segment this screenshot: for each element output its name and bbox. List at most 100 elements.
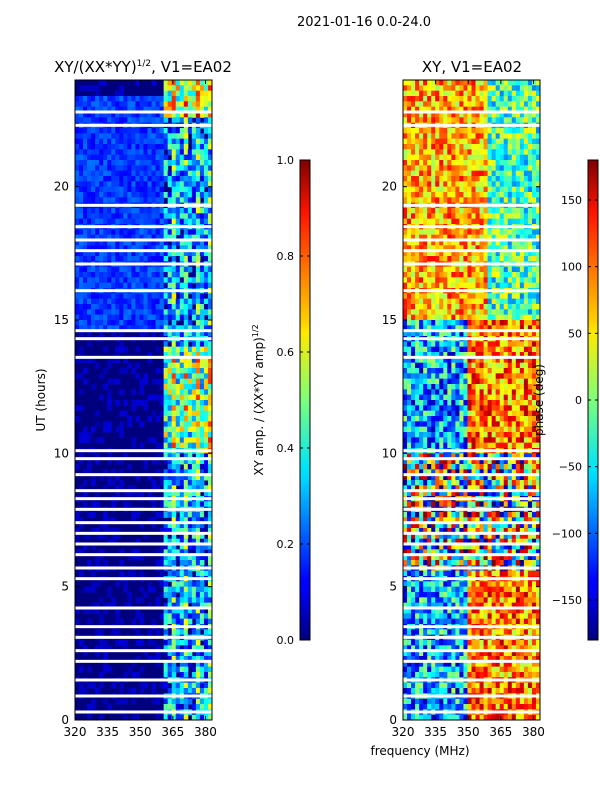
heatmap-cell: [139, 613, 144, 620]
heatmap-cell: [75, 309, 80, 316]
heatmap-cell: [199, 480, 205, 486]
heatmap-cell: [459, 266, 464, 273]
heatmap-cell: [487, 352, 493, 358]
heatmap-cell: [471, 128, 477, 134]
heatmap-cell: [207, 608, 213, 614]
heatmap-cell: [171, 320, 177, 326]
heatmap-cell: [127, 666, 132, 673]
heatmap-cell: [427, 240, 432, 246]
heatmap-cell: [459, 154, 464, 161]
heatmap-cell: [151, 501, 157, 508]
heatmap-cell: [191, 608, 197, 614]
heatmap-cell: [123, 602, 128, 609]
heatmap-cell: [199, 698, 205, 705]
heatmap-cell: [491, 213, 497, 220]
heatmap-cell: [191, 229, 197, 236]
heatmap-cell: [483, 400, 489, 406]
heatmap-cell: [171, 490, 177, 497]
heatmap-cell: [187, 426, 193, 433]
heatmap-cell: [183, 138, 189, 145]
heatmap-cell: [459, 389, 464, 396]
heatmap-cell: [483, 90, 489, 97]
heatmap-cell: [427, 373, 432, 380]
heatmap-cell: [179, 394, 185, 401]
heatmap-cell: [183, 613, 189, 620]
heatmap-cell: [127, 256, 132, 262]
heatmap-cell: [527, 282, 533, 289]
heatmap-cell: [475, 106, 481, 113]
heatmap-cell: [207, 597, 213, 604]
heatmap-cell: [131, 234, 136, 241]
heatmap-cell: [503, 346, 509, 353]
heatmap-cell: [115, 272, 120, 278]
heatmap-cell: [191, 250, 197, 257]
heatmap-cell: [167, 512, 173, 518]
heatmap-cell: [491, 293, 497, 300]
heatmap-cell: [419, 405, 424, 412]
heatmap-cell: [467, 346, 472, 353]
heatmap-cell: [467, 245, 472, 252]
heatmap-cell: [531, 240, 537, 246]
heatmap-cell: [475, 208, 481, 214]
heatmap-cell: [407, 320, 412, 326]
heatmap-cell: [515, 346, 521, 353]
heatmap-cell: [123, 138, 128, 145]
heatmap-cell: [407, 128, 412, 134]
heatmap-cell: [203, 160, 209, 166]
heatmap-cell: [179, 554, 185, 561]
heatmap-cell: [179, 501, 185, 508]
heatmap-cell: [415, 304, 420, 310]
heatmap-cell: [99, 218, 104, 225]
heatmap-cell: [179, 544, 185, 550]
heatmap-cell: [179, 458, 185, 465]
heatmap-cell: [451, 154, 456, 161]
heatmap-cell: [191, 213, 197, 220]
heatmap-cell: [99, 80, 104, 86]
flagged-row: [75, 110, 212, 114]
heatmap-cell: [103, 240, 108, 246]
heatmap-cell: [103, 245, 108, 252]
heatmap-cell: [511, 250, 517, 257]
heatmap-cell: [115, 608, 120, 614]
heatmap-cell: [107, 160, 112, 166]
heatmap-cell: [459, 192, 464, 198]
heatmap-cell: [203, 389, 209, 396]
heatmap-cell: [535, 85, 541, 92]
heatmap-cell: [519, 394, 525, 401]
heatmap-cell: [515, 362, 521, 369]
heatmap-cell: [127, 186, 132, 193]
heatmap-cell: [175, 170, 181, 177]
heatmap-cell: [171, 373, 177, 380]
heatmap-cell: [103, 650, 108, 657]
heatmap-cell: [123, 186, 128, 193]
heatmap-cell: [207, 218, 213, 225]
heatmap-cell: [203, 613, 209, 620]
heatmap-cell: [415, 229, 420, 236]
heatmap-cell: [459, 240, 464, 246]
heatmap-cell: [495, 325, 501, 332]
heatmap-cell: [507, 272, 513, 278]
heatmap-cell: [419, 352, 424, 358]
heatmap-cell: [407, 266, 412, 273]
heatmap-cell: [503, 314, 509, 321]
heatmap-cell: [195, 704, 201, 710]
heatmap-cell: [407, 160, 412, 166]
heatmap-cell: [491, 378, 497, 385]
heatmap-cell: [123, 314, 128, 321]
heatmap-cell: [171, 218, 177, 225]
heatmap-cell: [467, 272, 472, 278]
heatmap-cell: [111, 304, 116, 310]
heatmap-cell: [187, 618, 193, 625]
heatmap-cell: [531, 277, 537, 284]
heatmap-cell: [171, 538, 177, 545]
heatmap-cell: [427, 384, 432, 390]
heatmap-cell: [147, 170, 153, 177]
heatmap-cell: [123, 181, 128, 188]
heatmap-cell: [175, 373, 181, 380]
heatmap-cell: [119, 688, 124, 694]
heatmap-cell: [135, 256, 140, 262]
heatmap-cell: [195, 512, 201, 518]
heatmap-cell: [135, 229, 140, 236]
heatmap-cell: [171, 602, 177, 609]
heatmap-cell: [103, 154, 108, 161]
